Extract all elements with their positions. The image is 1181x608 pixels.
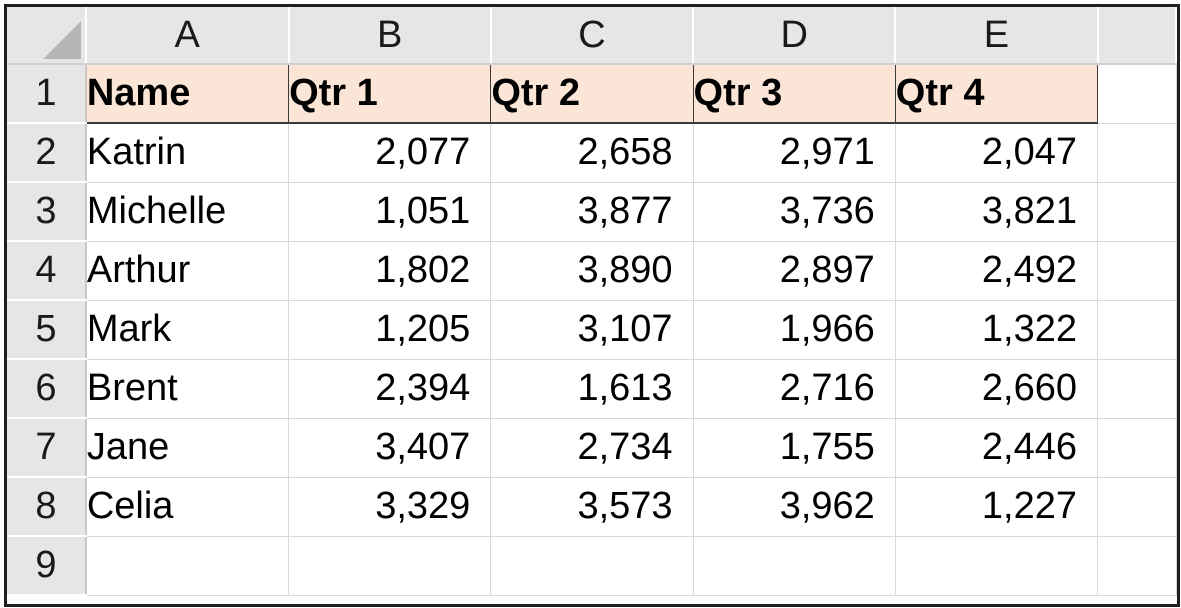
row-header-1[interactable]: 1 (7, 64, 87, 124)
column-header-row: A B C D E (7, 7, 1177, 65)
cell-a9[interactable] (85, 536, 290, 596)
select-all-icon (42, 21, 81, 59)
column-header-f[interactable] (1097, 7, 1177, 65)
table-row: 4 Arthur 1,802 3,890 2,897 2,492 (7, 241, 1177, 301)
cell-c1[interactable]: Qtr 2 (490, 64, 694, 124)
cell-a4[interactable]: Arthur (85, 241, 290, 301)
table-row: 5 Mark 1,205 3,107 1,966 1,322 (7, 300, 1177, 360)
cell-f1[interactable] (1097, 64, 1177, 124)
cell-b4[interactable]: 1,802 (288, 241, 492, 301)
cell-d9[interactable] (693, 536, 896, 596)
table-row: 2 Katrin 2,077 2,658 2,971 2,047 (7, 123, 1177, 183)
cell-b9[interactable] (288, 536, 492, 596)
cell-c6[interactable]: 1,613 (490, 359, 694, 419)
row-header-8[interactable]: 8 (7, 477, 87, 537)
cell-d6[interactable]: 2,716 (693, 359, 896, 419)
cell-a2[interactable]: Katrin (85, 123, 290, 183)
cell-f7[interactable] (1097, 418, 1177, 478)
cell-a6[interactable]: Brent (85, 359, 290, 419)
cell-c5[interactable]: 3,107 (490, 300, 694, 360)
table-row: 6 Brent 2,394 1,613 2,716 2,660 (7, 359, 1177, 419)
cell-c4[interactable]: 3,890 (490, 241, 694, 301)
cell-e8[interactable]: 1,227 (895, 477, 1099, 537)
cell-d7[interactable]: 1,755 (693, 418, 896, 478)
row-header-5[interactable]: 5 (7, 300, 87, 360)
cell-d1[interactable]: Qtr 3 (693, 64, 896, 124)
column-header-b[interactable]: B (288, 7, 492, 65)
cell-e2[interactable]: 2,047 (895, 123, 1099, 183)
cell-e5[interactable]: 1,322 (895, 300, 1099, 360)
cell-e1[interactable]: Qtr 4 (895, 64, 1099, 124)
table-row: 7 Jane 3,407 2,734 1,755 2,446 (7, 418, 1177, 478)
cell-c7[interactable]: 2,734 (490, 418, 694, 478)
spreadsheet: A B C D E 1 Name Qtr 1 Qtr 2 Qtr 3 Qtr 4… (4, 4, 1180, 607)
column-header-a[interactable]: A (85, 7, 290, 65)
cell-b6[interactable]: 2,394 (288, 359, 492, 419)
cell-e3[interactable]: 3,821 (895, 182, 1099, 242)
row-header-6[interactable]: 6 (7, 359, 87, 419)
cell-e4[interactable]: 2,492 (895, 241, 1099, 301)
cell-d3[interactable]: 3,736 (693, 182, 896, 242)
cell-d5[interactable]: 1,966 (693, 300, 896, 360)
cell-e6[interactable]: 2,660 (895, 359, 1099, 419)
cell-b7[interactable]: 3,407 (288, 418, 492, 478)
cell-f3[interactable] (1097, 182, 1177, 242)
cell-b8[interactable]: 3,329 (288, 477, 492, 537)
cell-b1[interactable]: Qtr 1 (288, 64, 492, 124)
column-header-d[interactable]: D (693, 7, 897, 65)
cell-d8[interactable]: 3,962 (693, 477, 896, 537)
row-header-9[interactable]: 9 (7, 536, 87, 596)
worksheet-grid: A B C D E 1 Name Qtr 1 Qtr 2 Qtr 3 Qtr 4… (7, 7, 1177, 596)
table-row: 3 Michelle 1,051 3,877 3,736 3,821 (7, 182, 1177, 242)
cell-c8[interactable]: 3,573 (490, 477, 694, 537)
cell-c2[interactable]: 2,658 (490, 123, 694, 183)
cell-f4[interactable] (1097, 241, 1177, 301)
cell-a1[interactable]: Name (85, 64, 290, 124)
table-row: 9 (7, 536, 1177, 596)
row-header-7[interactable]: 7 (7, 418, 87, 478)
cell-b2[interactable]: 2,077 (288, 123, 492, 183)
cell-f9[interactable] (1097, 536, 1177, 596)
cell-e9[interactable] (895, 536, 1099, 596)
table-row: 8 Celia 3,329 3,573 3,962 1,227 (7, 477, 1177, 537)
row-header-3[interactable]: 3 (7, 182, 87, 242)
row-header-2[interactable]: 2 (7, 123, 87, 183)
cell-a8[interactable]: Celia (85, 477, 290, 537)
select-all-button[interactable] (7, 7, 87, 65)
cell-e7[interactable]: 2,446 (895, 418, 1099, 478)
cell-d2[interactable]: 2,971 (693, 123, 896, 183)
cell-f2[interactable] (1097, 123, 1177, 183)
column-header-e[interactable]: E (895, 7, 1099, 65)
table-header-row: 1 Name Qtr 1 Qtr 2 Qtr 3 Qtr 4 (7, 64, 1177, 124)
cell-a5[interactable]: Mark (85, 300, 290, 360)
cell-b3[interactable]: 1,051 (288, 182, 492, 242)
cell-f8[interactable] (1097, 477, 1177, 537)
cell-b5[interactable]: 1,205 (288, 300, 492, 360)
cell-c9[interactable] (490, 536, 694, 596)
cell-a7[interactable]: Jane (85, 418, 290, 478)
cell-f5[interactable] (1097, 300, 1177, 360)
cell-d4[interactable]: 2,897 (693, 241, 896, 301)
cell-f6[interactable] (1097, 359, 1177, 419)
column-header-c[interactable]: C (490, 7, 695, 65)
row-header-4[interactable]: 4 (7, 241, 87, 301)
cell-c3[interactable]: 3,877 (490, 182, 694, 242)
cell-a3[interactable]: Michelle (85, 182, 290, 242)
